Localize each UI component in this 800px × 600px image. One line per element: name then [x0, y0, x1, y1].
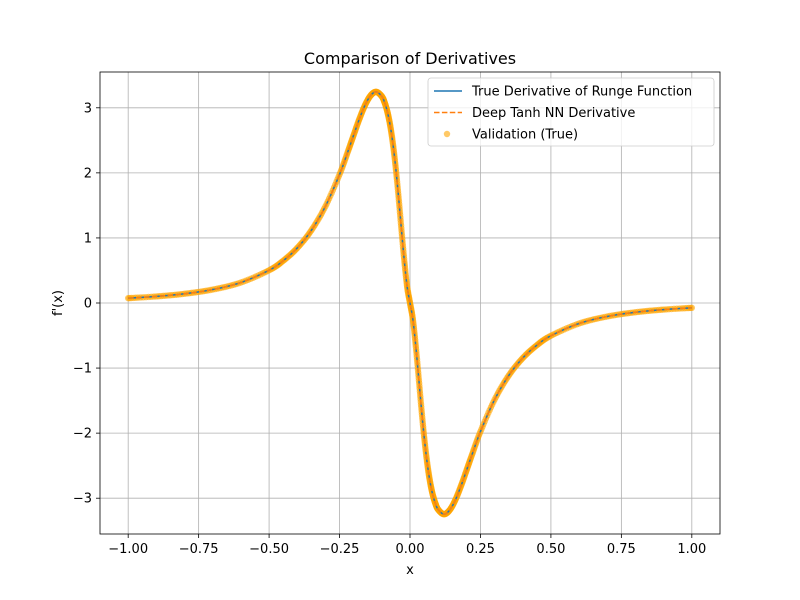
- legend-label: Validation (True): [472, 128, 578, 143]
- y-tick-label: 2: [84, 166, 92, 181]
- legend-item: Deep Tanh NN Derivative: [434, 106, 635, 121]
- legend-box: [427, 77, 715, 147]
- x-tick-label: 0.75: [607, 542, 636, 557]
- nn-derivative-line: [128, 91, 692, 515]
- x-tick-label: 0.25: [466, 542, 495, 557]
- validation-points: [124, 88, 696, 518]
- legend-label: True Derivative of Runge Function: [471, 85, 692, 100]
- y-tick-label: 1: [84, 231, 92, 246]
- y-tick-label: −1: [73, 362, 92, 377]
- legend: True Derivative of Runge Function Deep Ta…: [427, 77, 715, 147]
- y-tick-label: 0: [84, 297, 92, 312]
- grid: [100, 72, 720, 534]
- ticks: −1.00 −0.75 −0.50 −0.25 0.00 0.25 0.50 0.75 1.00…: [73, 101, 706, 557]
- x-tick-label: −0.75: [179, 542, 219, 557]
- x-tick-label: 0.00: [396, 542, 425, 557]
- x-axis-label: x: [406, 563, 414, 578]
- y-tick-label: −3: [73, 492, 92, 507]
- chart-title: Comparison of Derivatives: [304, 49, 516, 68]
- y-tick-label: −2: [73, 427, 92, 442]
- x-tick-label: −0.25: [320, 542, 360, 557]
- legend-item: True Derivative of Runge Function: [434, 85, 692, 100]
- x-tick-label: −0.50: [249, 542, 289, 557]
- x-tick-label: 1.00: [677, 542, 706, 557]
- legend-label: Deep Tanh NN Derivative: [472, 106, 635, 121]
- x-tick-label: −1.00: [108, 542, 148, 557]
- legend-item: Validation (True): [443, 128, 578, 143]
- y-tick-label: 3: [84, 101, 92, 116]
- y-axis-label: f'(x): [51, 290, 66, 316]
- series-group: [124, 88, 696, 518]
- x-tick-label: 0.50: [536, 542, 565, 557]
- legend-marker: [443, 130, 451, 138]
